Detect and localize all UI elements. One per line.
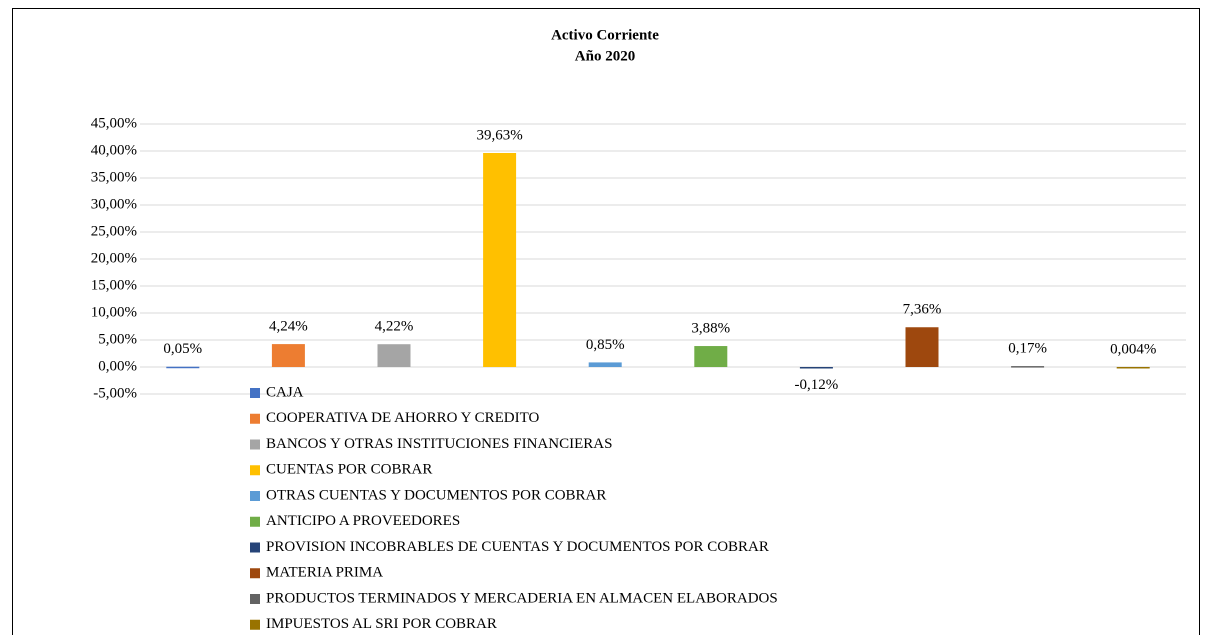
legend-label: BANCOS Y OTRAS INSTITUCIONES FINANCIERAS: [266, 436, 612, 452]
data-label: 3,88%: [691, 320, 730, 336]
data-label: 0,05%: [163, 341, 202, 357]
data-label: 4,22%: [375, 319, 414, 335]
legend-label: PROVISION INCOBRABLES DE CUENTAS Y DOCUM…: [266, 539, 769, 555]
bar: [271, 344, 305, 367]
legend-swatch: [250, 568, 260, 579]
data-label: 0,17%: [1008, 341, 1047, 357]
legend-label: MATERIA PRIMA: [266, 565, 383, 581]
data-label: 7,36%: [903, 302, 942, 318]
y-tick-label: 15,00%: [91, 277, 137, 293]
y-tick-label: 20,00%: [91, 250, 137, 266]
chart-subtitle: Año 2020: [575, 48, 635, 64]
data-label: 0,004%: [1110, 341, 1156, 357]
y-tick-label: 10,00%: [91, 304, 137, 320]
bar: [1116, 366, 1150, 369]
legend-label: ANTICIPO A PROVEEDORES: [266, 513, 460, 529]
y-tick-label: 5,00%: [98, 331, 137, 347]
bar: [905, 327, 939, 367]
data-label: 39,63%: [476, 127, 522, 143]
bar: [588, 362, 622, 367]
y-tick-label: -5,00%: [93, 385, 137, 401]
bar: [377, 344, 411, 367]
legend-swatch: [250, 542, 260, 553]
bar: [1011, 366, 1045, 368]
y-tick-label: 40,00%: [91, 142, 137, 158]
data-label: 4,24%: [269, 319, 308, 335]
chart-title: Activo Corriente: [551, 27, 659, 43]
y-tick-label: 35,00%: [91, 169, 137, 185]
legend-swatch: [250, 516, 260, 527]
data-label: -0,12%: [795, 377, 839, 393]
y-tick-label: 45,00%: [91, 115, 137, 131]
y-tick-label: 0,00%: [98, 358, 137, 374]
data-label: 0,85%: [586, 337, 625, 353]
chart-frame: [12, 8, 1200, 635]
bar: [799, 367, 833, 369]
y-tick-label: 25,00%: [91, 223, 137, 239]
legend-label: PRODUCTOS TERMINADOS Y MERCADERIA EN ALM…: [266, 590, 778, 606]
legend-swatch: [250, 619, 260, 630]
bar: [483, 152, 517, 367]
legend-label: CUENTAS POR COBRAR: [266, 462, 432, 478]
legend-swatch: [250, 491, 260, 501]
legend-swatch: [250, 439, 260, 450]
legend-swatch: [250, 388, 260, 398]
legend-label: COOPERATIVA DE AHORRO Y CREDITO: [266, 410, 540, 426]
legend-swatch: [250, 465, 260, 476]
bar: [166, 366, 200, 369]
bar: [694, 346, 728, 367]
y-tick-label: 30,00%: [91, 196, 137, 212]
legend-swatch: [250, 594, 260, 604]
legend-label: IMPUESTOS AL SRI POR COBRAR: [266, 616, 497, 632]
legend-swatch: [250, 413, 260, 424]
legend-label: CAJA: [266, 384, 304, 400]
legend-label: OTRAS CUENTAS Y DOCUMENTOS POR COBRAR: [266, 487, 606, 503]
